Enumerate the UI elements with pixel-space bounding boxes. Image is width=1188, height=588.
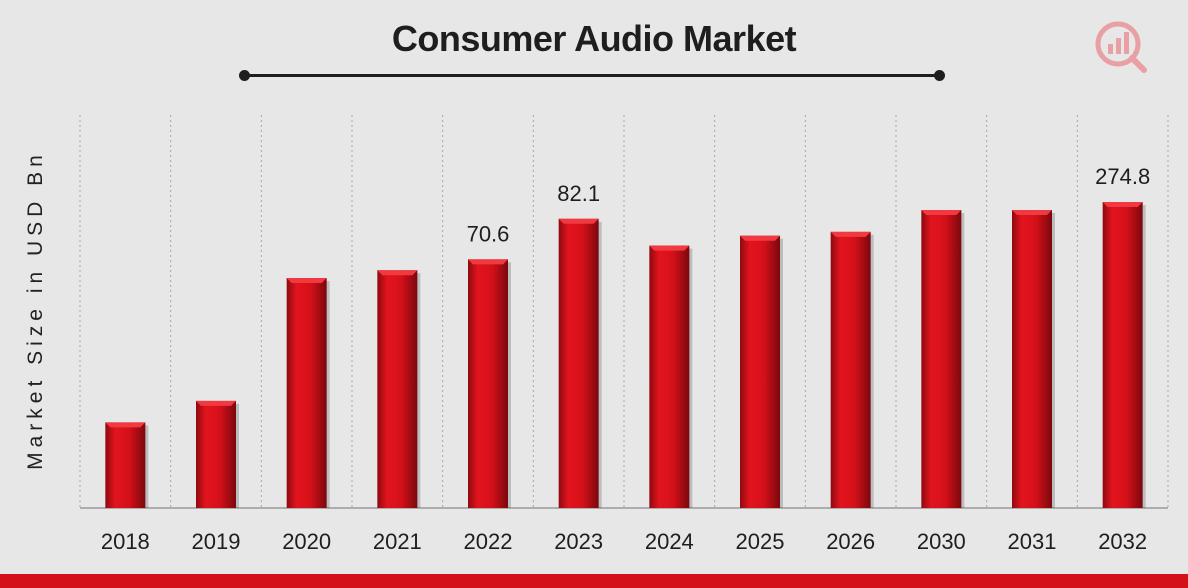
bar-rect — [830, 231, 871, 509]
bar-rect — [558, 218, 599, 508]
data-label: 70.6 — [467, 221, 510, 246]
bar-top-bevel — [740, 235, 780, 241]
x-tick-label: 2020 — [282, 529, 331, 554]
bar-rect — [740, 235, 780, 509]
bar-top-bevel — [377, 270, 418, 276]
bar-top-bevel — [196, 400, 236, 406]
x-tick-label: 2021 — [373, 529, 422, 554]
underline-right-dot — [934, 70, 945, 81]
brand-logo-icon — [1095, 21, 1147, 73]
bar-top-bevel — [558, 218, 599, 224]
bar-2022 — [468, 259, 511, 508]
bar-rect — [649, 245, 690, 508]
bar-rect — [105, 422, 146, 508]
title-underline — [239, 70, 945, 81]
bar-rect — [1102, 202, 1143, 508]
x-tick-label: 2026 — [826, 529, 875, 554]
bar-2026 — [830, 231, 874, 509]
bar-rect — [1012, 210, 1052, 508]
bar-2023 — [558, 218, 602, 508]
x-tick-label: 2030 — [917, 529, 966, 554]
bar-top-bevel — [921, 210, 962, 215]
x-tick-label: 2022 — [464, 529, 513, 554]
bar-top-bevel — [649, 245, 690, 251]
bar-rect — [286, 277, 327, 508]
bar-top-bevel — [830, 231, 871, 237]
x-tick-label: 2032 — [1098, 529, 1147, 554]
bar-2024 — [649, 245, 693, 508]
bar-rect — [468, 259, 508, 508]
bar-2020 — [286, 277, 330, 508]
x-tick-label: 2023 — [554, 529, 603, 554]
footer-accent-bar — [0, 574, 1188, 588]
bar-rect — [196, 400, 236, 508]
bar-2025 — [740, 235, 783, 509]
chart-title: Consumer Audio Market — [391, 18, 797, 59]
data-label: 274.8 — [1095, 164, 1150, 189]
bar-2031 — [1012, 210, 1055, 508]
x-tick-label: 2019 — [192, 529, 241, 554]
bar-2021 — [377, 270, 421, 508]
x-tick-label: 2025 — [736, 529, 785, 554]
bar-2032 — [1102, 202, 1146, 508]
bar-top-bevel — [1102, 202, 1143, 207]
x-tick-label: 2024 — [645, 529, 694, 554]
bar-2019 — [196, 400, 239, 508]
underline-left-dot — [239, 70, 250, 81]
x-tick-label: 2018 — [101, 529, 150, 554]
bar-top-bevel — [468, 259, 508, 265]
bar-rect — [921, 210, 962, 508]
bar-top-bevel — [105, 422, 146, 428]
bar-2030 — [921, 210, 965, 508]
bar-top-bevel — [1012, 210, 1052, 215]
x-tick-label: 2031 — [1008, 529, 1057, 554]
bar-top-bevel — [286, 277, 327, 283]
bar-rect — [377, 270, 418, 508]
data-label: 82.1 — [557, 181, 600, 206]
bar-2018 — [105, 422, 149, 508]
